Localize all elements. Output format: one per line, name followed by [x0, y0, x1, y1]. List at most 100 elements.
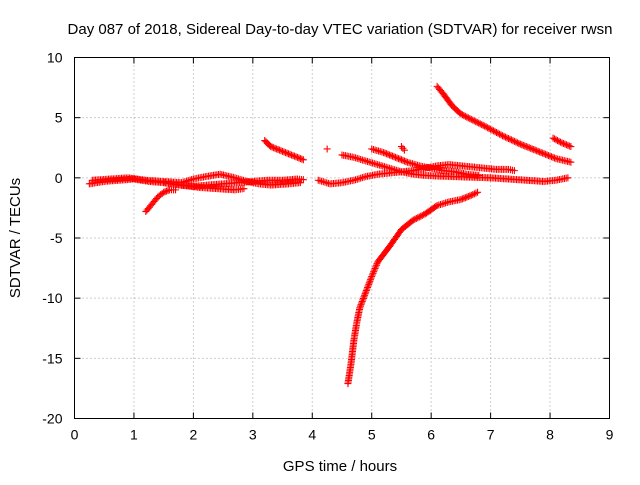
trace-marker: [493, 129, 501, 137]
trace-marker: [360, 293, 368, 301]
x-tick-label: 3: [249, 427, 257, 443]
trace-marker: [464, 192, 472, 200]
trace-marker: [396, 167, 404, 175]
trace-marker: [437, 87, 445, 95]
x-tick-label: 1: [130, 427, 138, 443]
trace-marker: [555, 137, 563, 145]
trace-marker: [384, 150, 392, 158]
trace-marker: [533, 147, 541, 155]
trace-marker: [369, 269, 377, 277]
trace-marker: [500, 132, 508, 140]
trace-marker: [360, 156, 368, 164]
trace-marker: [473, 171, 481, 179]
trace-marker: [432, 202, 440, 210]
trace-marker: [522, 143, 530, 151]
trace-marker: [473, 118, 481, 126]
trace-marker: [280, 148, 288, 156]
trace-marker: [470, 190, 478, 198]
trace-marker: [513, 139, 521, 147]
trace-marker: [430, 203, 438, 211]
trace-marker: [402, 158, 410, 166]
data-point: [469, 191, 477, 199]
trace-marker: [151, 196, 159, 204]
trace-marker: [282, 149, 290, 157]
trace-marker: [561, 140, 569, 148]
trace-marker: [396, 155, 404, 163]
trace-marker: [200, 173, 208, 181]
trace-marker: [485, 124, 493, 132]
trace-marker: [521, 142, 529, 150]
trace-marker: [238, 185, 246, 193]
trace-marker: [276, 146, 284, 154]
trace-marker: [512, 138, 520, 146]
trace-marker: [460, 194, 468, 202]
trace-marker: [551, 154, 559, 162]
trace-marker: [487, 125, 495, 133]
trace-marker: [399, 144, 407, 152]
x-tick-label: 4: [308, 427, 316, 443]
trace-marker: [264, 140, 272, 148]
trace-marker: [295, 179, 303, 187]
trace-marker: [470, 117, 478, 125]
chart-title: Day 087 of 2018, Sidereal Day-to-day VTE…: [68, 21, 613, 38]
trace-marker: [273, 145, 281, 153]
trace-marker: [461, 112, 469, 120]
trace-marker: [393, 154, 401, 162]
trace-marker: [270, 144, 278, 152]
x-tick-label: 5: [368, 427, 376, 443]
trace-marker: [163, 187, 171, 195]
trace-marker: [295, 154, 303, 162]
data-point: [323, 145, 331, 153]
trace-marker: [443, 198, 451, 206]
y-tick-label: 5: [55, 110, 63, 126]
trace-marker: [145, 203, 153, 211]
trace-marker: [543, 151, 551, 159]
data-point: [299, 156, 307, 164]
trace-marker: [348, 153, 356, 161]
y-tick-label: 10: [47, 50, 63, 66]
y-tick-label: -5: [50, 230, 63, 246]
trace-marker: [277, 147, 285, 155]
trace-marker: [546, 152, 554, 160]
trace-marker: [399, 156, 407, 164]
trace-marker: [466, 115, 474, 123]
trace-marker: [537, 149, 545, 157]
trace-marker: [368, 271, 376, 279]
trace-marker: [458, 195, 466, 203]
x-tick-label: 8: [546, 427, 554, 443]
y-tick-label: -20: [42, 411, 62, 427]
trace-marker: [549, 153, 557, 161]
data-points: [85, 82, 575, 388]
trace-marker: [415, 213, 423, 221]
trace-marker: [161, 188, 169, 196]
trace-marker: [479, 121, 487, 129]
trace-marker: [360, 173, 368, 181]
trace-marker: [565, 158, 573, 166]
trace-marker: [414, 214, 422, 222]
axis-ticks: 0 1 2 3 4 5 6 7 8 9 10 5 0 -5 -10 -15 -20: [42, 50, 613, 443]
trace-marker: [170, 186, 178, 194]
y-tick-label: -15: [42, 350, 62, 366]
trace-marker: [365, 279, 373, 287]
trace-marker: [358, 298, 366, 306]
trace-marker: [504, 135, 512, 143]
trace-marker: [562, 141, 570, 149]
trace-marker: [478, 121, 486, 129]
trace-marker: [287, 151, 295, 159]
trace-marker: [482, 123, 490, 131]
trace-marker: [397, 156, 405, 164]
data-point: [558, 139, 566, 147]
trace-marker: [356, 302, 364, 310]
trace-marker: [530, 146, 538, 154]
trace-marker: [400, 157, 408, 165]
y-tick-label: -10: [42, 290, 62, 306]
x-tick-label: 2: [189, 427, 197, 443]
trace-marker: [386, 151, 394, 159]
trace-marker: [461, 194, 469, 202]
trace-marker: [378, 148, 386, 156]
trace-marker: [372, 263, 380, 271]
trace-marker: [476, 120, 484, 128]
trace-marker: [286, 150, 294, 158]
trace-marker: [503, 134, 511, 142]
